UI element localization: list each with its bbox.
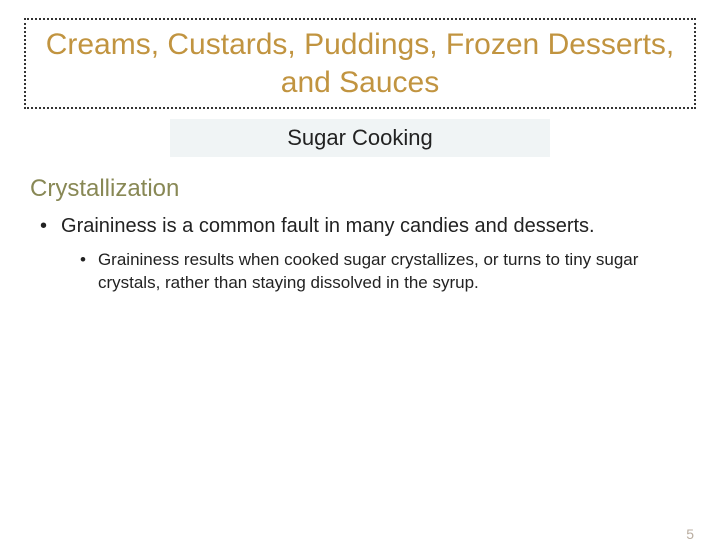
subtitle-box: Sugar Cooking [170,119,550,157]
bullet-level-1: • Graininess is a common fault in many c… [40,213,680,239]
bullet-dot-icon: • [40,213,47,239]
slide-title: Creams, Custards, Puddings, Frozen Desse… [36,26,684,101]
bullet-dot-icon: • [80,249,86,272]
slide-subtitle: Sugar Cooking [180,125,540,151]
bullet-text: Graininess is a common fault in many can… [61,213,595,239]
title-box: Creams, Custards, Puddings, Frozen Desse… [24,18,696,109]
section-heading: Crystallization [30,175,720,203]
bullet-level-2: • Graininess results when cooked sugar c… [80,249,680,295]
bullet-text: Graininess results when cooked sugar cry… [98,249,680,295]
